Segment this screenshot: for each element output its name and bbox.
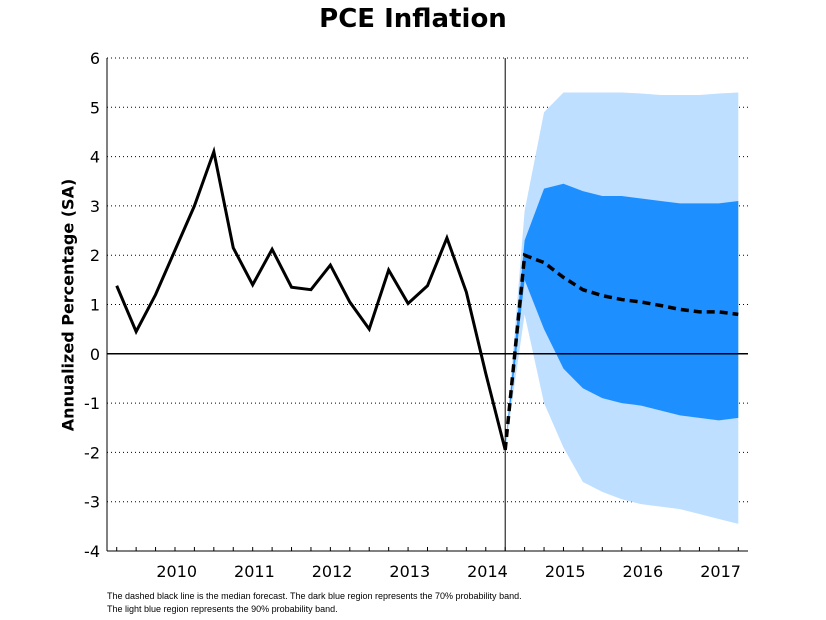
grid-lines	[107, 57, 748, 503]
x-tick-label: 2012	[312, 562, 353, 581]
x-tick-label: 2015	[545, 562, 586, 581]
y-tick-label: 4	[90, 148, 100, 167]
footnote-line-1: The dashed black line is the median fore…	[107, 591, 522, 601]
y-tick-label: 5	[90, 98, 100, 117]
historical-line	[115, 146, 507, 451]
median-forecast-line	[503, 252, 739, 451]
y-tick-label: 6	[90, 49, 100, 68]
axes	[106, 58, 748, 552]
probability-bands	[505, 92, 739, 524]
x-tick-label: 2011	[234, 562, 275, 581]
x-tick-labels: 2010 2011 2012 2013 2014 2015 2016 2017	[156, 562, 741, 581]
y-tick-label: -1	[84, 394, 100, 413]
series-lines	[115, 146, 739, 451]
footnote-line-2: The light blue region represents the 90%…	[107, 604, 338, 614]
band-70-percent	[505, 183, 739, 450]
x-tick-label: 2017	[700, 562, 741, 581]
chart-title: PCE Inflation	[319, 4, 507, 34]
x-tick-label: 2016	[623, 562, 664, 581]
x-tick-label: 2013	[389, 562, 430, 581]
y-axis-label: Annualized Percentage (SA)	[58, 178, 78, 432]
y-tick-label: 0	[90, 345, 100, 364]
x-tick-label: 2010	[156, 562, 197, 581]
y-tick-label: 3	[90, 197, 100, 216]
y-tick-labels: 6 5 4 3 2 1 0 -1 -2 -3 -4	[84, 49, 100, 561]
x-tick-label: 2014	[467, 562, 508, 581]
y-tick-label: 1	[90, 296, 100, 315]
y-tick-label: -3	[84, 493, 100, 512]
y-tick-label: -4	[84, 542, 100, 561]
y-tick-label: 2	[90, 246, 100, 265]
y-tick-label: -2	[84, 443, 100, 462]
